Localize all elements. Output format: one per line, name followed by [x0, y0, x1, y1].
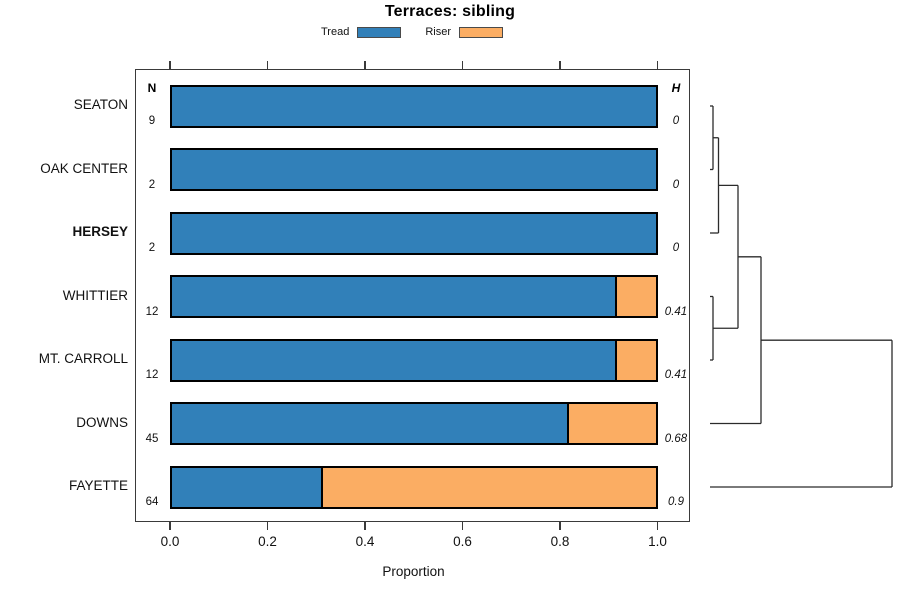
- x-tick-label: 0.0: [160, 534, 180, 549]
- bar-segment-riser: [321, 467, 656, 507]
- row-h-value: 0.9: [668, 496, 684, 508]
- h-column-header: H: [671, 81, 681, 95]
- row-h-value: 0: [672, 178, 680, 191]
- bar-segment-tread: [172, 467, 322, 507]
- legend-swatch: [357, 26, 402, 38]
- bar-segment-riser: [614, 277, 656, 316]
- row-h-value: 0.41: [664, 369, 688, 381]
- bottom-tick: [169, 522, 171, 530]
- bar: [170, 211, 658, 255]
- bar: [170, 84, 658, 128]
- x-axis-title: Proportion: [382, 564, 445, 579]
- row-h-value: 0.41: [664, 305, 688, 318]
- x-tick-label: 0.4: [355, 534, 375, 549]
- row-h-value: 0.68: [664, 432, 688, 445]
- top-tick: [559, 61, 561, 69]
- legend-label: Tread: [321, 26, 350, 38]
- bottom-tick: [266, 522, 269, 530]
- legend-item-riser: Riser: [425, 26, 503, 38]
- bar-segment-riser: [566, 404, 656, 443]
- legend: Tread Riser: [321, 26, 503, 38]
- bar-segment-tread: [172, 277, 615, 316]
- row-h-value: 0: [672, 242, 680, 254]
- legend-item-tread: Tread: [321, 26, 402, 38]
- row-h-value: 0: [672, 115, 680, 127]
- bar: [170, 148, 658, 191]
- bottom-tick: [461, 522, 464, 530]
- bar: [170, 465, 658, 509]
- row-label: FAYETTE: [68, 478, 128, 493]
- row-n-value: 12: [145, 369, 159, 381]
- row-label: SEATON: [73, 97, 128, 112]
- row-n-value: 64: [145, 496, 159, 508]
- row-n-value: 12: [145, 305, 159, 318]
- top-tick: [266, 61, 269, 69]
- bottom-tick: [559, 522, 561, 530]
- legend-swatch: [459, 26, 503, 38]
- chart-title: Terraces: sibling: [384, 3, 516, 20]
- n-column-header: N: [147, 81, 157, 95]
- top-tick: [169, 61, 171, 69]
- legend-label: Riser: [425, 26, 451, 38]
- bottom-tick: [656, 522, 659, 530]
- bar: [170, 275, 658, 318]
- row-label: OAK CENTER: [40, 160, 128, 176]
- x-tick-label: 1.0: [648, 534, 667, 549]
- row-label: WHITTIER: [62, 287, 128, 303]
- row-label: MT. CARROLL: [38, 351, 128, 366]
- bar-segment-tread: [172, 340, 615, 380]
- row-n-value: 9: [148, 115, 156, 127]
- bar-segment-tread: [172, 404, 567, 443]
- bar: [170, 338, 658, 382]
- row-n-value: 2: [148, 242, 156, 254]
- top-tick: [656, 61, 659, 69]
- row-n-value: 45: [145, 432, 159, 445]
- row-n-value: 2: [148, 178, 156, 191]
- bar-segment-tread: [172, 150, 656, 189]
- bar-segment-riser: [614, 340, 656, 380]
- row-label: HERSEY: [72, 224, 128, 239]
- top-tick: [364, 61, 366, 69]
- bar-segment-tread: [172, 86, 656, 126]
- x-tick-label: 0.8: [550, 534, 570, 549]
- bar: [170, 402, 658, 445]
- row-label: DOWNS: [76, 414, 128, 430]
- x-tick-label: 0.2: [258, 534, 277, 549]
- bottom-tick: [364, 522, 366, 530]
- bar-segment-tread: [172, 213, 656, 253]
- plot-area: [135, 69, 690, 522]
- x-tick-label: 0.6: [453, 534, 472, 549]
- top-tick: [461, 61, 464, 69]
